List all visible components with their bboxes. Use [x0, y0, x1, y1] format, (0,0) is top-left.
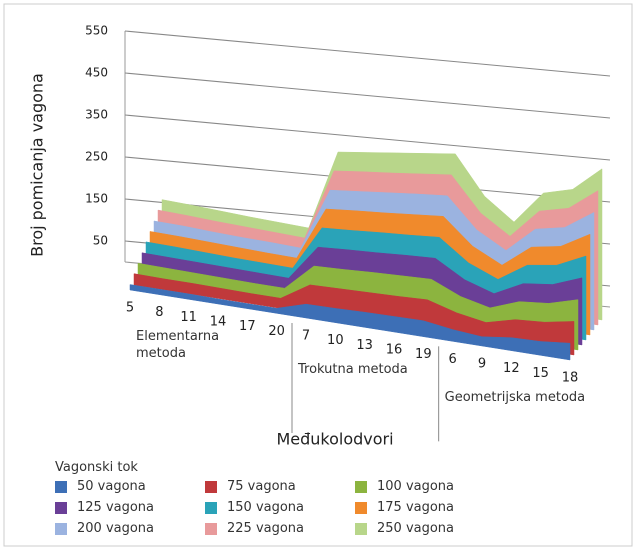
y-tick-label: 150	[85, 192, 108, 206]
x-tick-label: 10	[327, 333, 344, 348]
x-tick-label: 7	[302, 329, 310, 344]
x-tick-label: 15	[532, 366, 549, 381]
x-tick-label: 5	[126, 301, 134, 316]
x-axis-label: Međukolodvori	[276, 430, 393, 449]
legend-swatch	[205, 501, 217, 514]
legend-swatch	[55, 522, 67, 535]
legend-item: 225 vagona	[205, 521, 355, 536]
grid-line	[124, 30, 611, 77]
legend-grid: 50 vagona 75 vagona 100 vagona 125 vagona 15…	[55, 479, 475, 536]
legend-swatch	[205, 522, 217, 535]
legend-title: Vagonski tok	[55, 460, 138, 475]
x-tick-label: 11	[180, 310, 197, 325]
legend-label: 125 vagona	[77, 500, 155, 515]
legend-item: 250 vagona	[355, 521, 475, 536]
legend-label: 175 vagona	[377, 500, 455, 515]
group-label: Elementarna metoda	[136, 329, 220, 361]
legend-item: 125 vagona	[55, 500, 205, 515]
y-tick-label: 450	[85, 66, 108, 80]
legend-item: 150 vagona	[205, 500, 355, 515]
frame	[3, 3, 633, 547]
legend-item: 75 vagona	[205, 479, 355, 494]
y-tick-label: 250	[85, 150, 108, 164]
x-tick-label: 6	[449, 352, 457, 367]
y-axis-label: Broj pomicanja vagona	[28, 73, 47, 257]
legend-label: 100 vagona	[377, 479, 455, 494]
legend-swatch	[205, 480, 217, 493]
x-tick-label: 20	[268, 324, 285, 339]
legend-item: 200 vagona	[55, 521, 205, 536]
legend: Vagonski tok 50 vagona 75 vagona 100 vagon…	[55, 460, 475, 536]
legend-swatch	[355, 480, 367, 493]
legend-label: 200 vagona	[77, 521, 155, 536]
x-tick-label: 8	[155, 305, 163, 320]
legend-item: 50 vagona	[55, 479, 205, 494]
legend-label: 75 vagona	[227, 479, 296, 494]
x-tick-label: 19	[415, 347, 432, 362]
x-tick-label: 13	[356, 338, 373, 353]
x-tick-label: 9	[478, 357, 486, 372]
legend-swatch	[55, 501, 67, 514]
x-tick-label: 18	[562, 371, 579, 386]
x-tick-label: 17	[239, 319, 256, 334]
legend-label: 50 vagona	[77, 479, 146, 494]
x-tick-label: 14	[210, 315, 227, 330]
legend-item: 175 vagona	[355, 500, 475, 515]
legend-swatch	[55, 480, 67, 493]
y-tick-label: 50	[93, 234, 108, 248]
legend-item: 100 vagona	[355, 479, 475, 494]
y-tick-label: 350	[85, 108, 108, 122]
y-tick-label: 550	[85, 24, 108, 38]
x-tick-label: 12	[503, 361, 520, 376]
legend-label: 150 vagona	[227, 500, 305, 515]
legend-swatch	[355, 522, 367, 535]
legend-label: 250 vagona	[377, 521, 455, 536]
grid-line	[124, 72, 611, 119]
x-tick-label: 16	[386, 343, 403, 358]
legend-label: 225 vagona	[227, 521, 305, 536]
group-label: Geometrijska metoda	[444, 390, 586, 406]
legend-swatch	[355, 501, 367, 514]
grid-line	[124, 114, 611, 161]
series-area	[129, 284, 571, 361]
group-label: Trokutna metoda	[298, 362, 408, 377]
